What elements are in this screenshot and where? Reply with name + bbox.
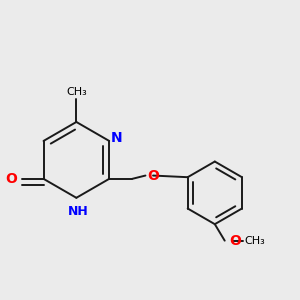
- Text: CH₃: CH₃: [244, 236, 265, 246]
- Text: O: O: [147, 169, 159, 182]
- Text: CH₃: CH₃: [66, 87, 87, 97]
- Text: NH: NH: [68, 205, 88, 218]
- Text: O: O: [6, 172, 17, 186]
- Text: O: O: [229, 234, 241, 248]
- Text: N: N: [111, 130, 122, 145]
